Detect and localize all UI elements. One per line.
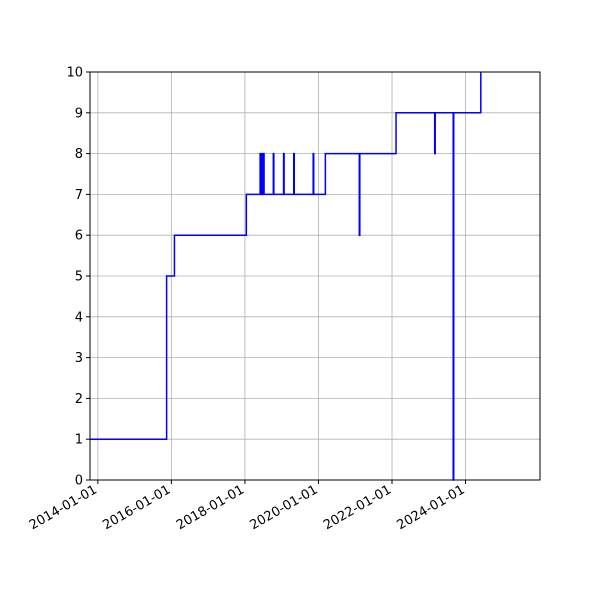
x-tick-label: 2016-01-01 (100, 482, 173, 533)
series-line (90, 72, 482, 481)
y-tick-label: 9 (75, 106, 83, 121)
x-tick-label: 2024-01-01 (395, 482, 468, 533)
x-tick-label: 2018-01-01 (174, 482, 247, 533)
y-tick-label: 7 (75, 188, 83, 203)
x-tick-label: 2022-01-01 (321, 482, 394, 533)
x-tick-label: 2014-01-01 (27, 482, 100, 533)
x-tick-label: 2020-01-01 (247, 482, 320, 533)
y-tick-label: 10 (66, 66, 83, 81)
grid-lines (90, 71, 540, 481)
y-tick-label: 6 (75, 229, 83, 244)
y-tick-label: 3 (75, 351, 83, 366)
y-tick-label: 2 (75, 392, 83, 407)
y-tick-label: 4 (75, 310, 83, 325)
y-tick-label: 5 (75, 270, 83, 285)
y-tick-label: 8 (75, 147, 83, 162)
y-tick-label: 1 (75, 433, 83, 448)
y-axis: 0 1 2 3 4 5 6 7 8 9 10 (66, 66, 90, 489)
x-axis: 2014-01-01 2016-01-01 2018-01-01 2020-01-01… (27, 480, 468, 533)
y-tick-label: 0 (75, 474, 83, 489)
